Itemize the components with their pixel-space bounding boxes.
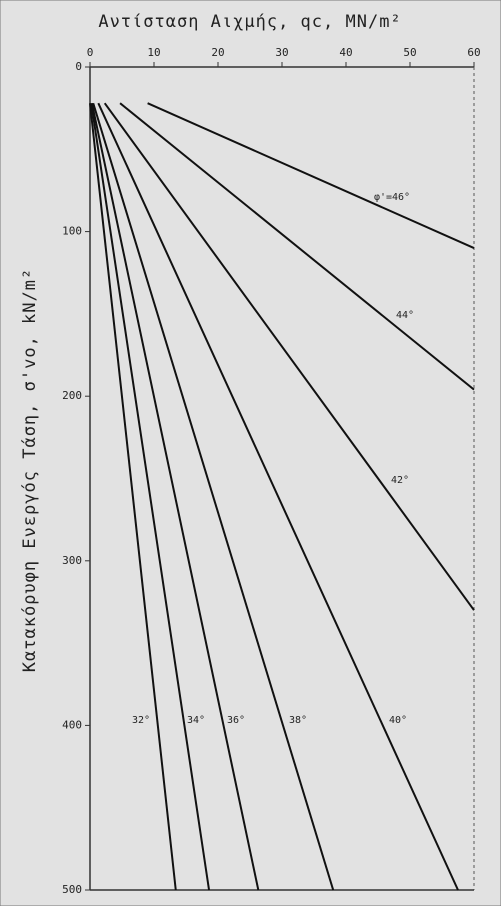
curve-label: φ'=46° — [374, 192, 410, 203]
x-axis-title: Αντίσταση Αιχμής, qc, MN/m² — [98, 12, 401, 32]
y-tick-label: 400 — [62, 718, 82, 731]
curve-label: 34° — [187, 715, 205, 726]
x-tick-label: 50 — [403, 46, 416, 59]
x-tick-label: 40 — [339, 46, 352, 59]
curve — [89, 103, 177, 891]
x-tick-label: 60 — [467, 46, 480, 59]
y-tick-label: 200 — [62, 389, 82, 402]
curve-label: 32° — [132, 715, 150, 726]
x-tick-label: 0 — [87, 46, 94, 59]
curve — [147, 102, 475, 249]
curve — [97, 102, 459, 891]
x-tick-label: 20 — [211, 46, 224, 59]
y-tick-label: 100 — [62, 225, 82, 238]
x-tick-label: 30 — [275, 46, 288, 59]
curve — [90, 103, 260, 891]
curve-label: 38° — [289, 715, 307, 726]
curve — [92, 102, 335, 891]
y-axis-title: Κατακόρυφη Ενεργός Τάση, σ'vo, kN/m² — [20, 268, 40, 672]
curve-label: 44° — [396, 310, 414, 321]
curve — [103, 102, 475, 611]
y-tick-label: 0 — [75, 60, 82, 73]
curve — [119, 102, 475, 391]
curve — [90, 103, 211, 891]
x-tick-label: 10 — [147, 46, 160, 59]
curve-label: 40° — [389, 715, 407, 726]
curve-label: 42° — [391, 475, 409, 486]
curve-label: 36° — [227, 715, 245, 726]
y-tick-label: 300 — [62, 554, 82, 567]
y-tick-label: 500 — [62, 883, 82, 896]
